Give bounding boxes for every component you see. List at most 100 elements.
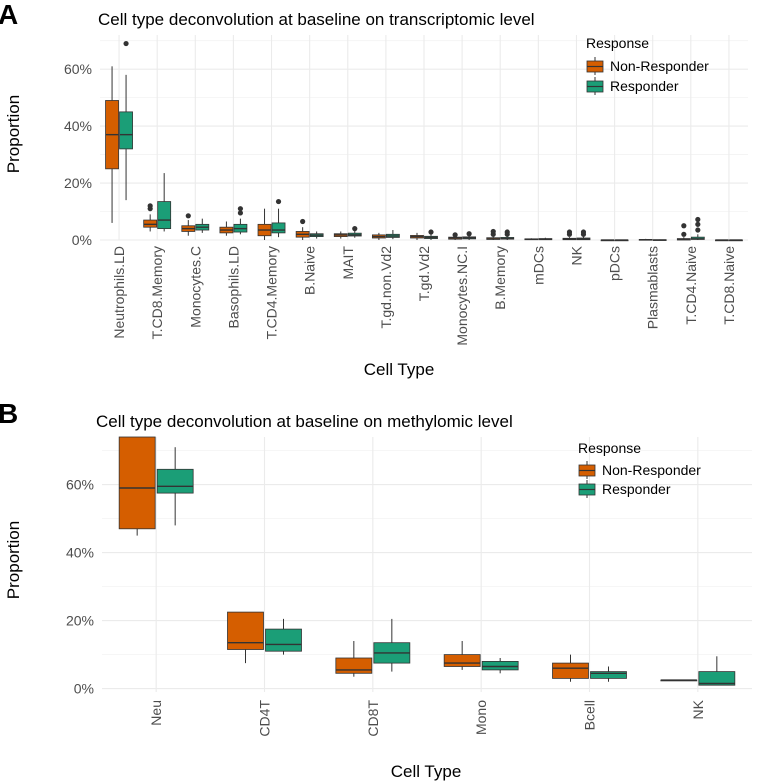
box-iqr — [227, 611, 264, 650]
y-tick-label: 60% — [64, 61, 92, 77]
box-non-responder-t-cd8-memory — [143, 203, 158, 232]
x-tick-label-t-gd-vd2: T.gd.Vd2 — [416, 246, 432, 301]
y-tick-label: 0% — [72, 232, 92, 248]
legend-entry-responder: Responder — [586, 77, 679, 95]
box-responder-nk — [576, 229, 591, 241]
outlier-point — [504, 229, 510, 235]
box-iqr — [335, 657, 373, 674]
box-responder-basophils-ld — [233, 206, 248, 235]
box-iqr — [552, 662, 589, 679]
x-tick-label-nk: NK — [690, 699, 706, 719]
outlier-point — [428, 229, 434, 235]
outlier-point — [123, 40, 129, 47]
box-responder-b-naive — [309, 231, 324, 239]
panel-b-y-tick-labels: 0% 20% 40% 60% — [66, 477, 94, 697]
box-responder-b-memory — [500, 229, 515, 240]
x-tick-label-t-gd-non-vd2: T.gd.non.Vd2 — [378, 246, 394, 329]
box-non-responder-mait — [333, 231, 348, 239]
box-iqr — [443, 654, 481, 667]
x-tick-label-t-cd4-naive: T.CD4.Naive — [683, 246, 699, 325]
panel-a-title: Cell type deconvolution at baseline on t… — [98, 10, 535, 29]
box-non-responder-neu — [118, 436, 156, 536]
box-non-responder-mono — [443, 641, 481, 670]
x-tick-label-bcell: Bcell — [582, 700, 598, 730]
box-responder-mait — [347, 226, 362, 238]
x-tick-label-b-memory: B.Memory — [492, 246, 508, 310]
box-responder-t-cd4-naive — [690, 216, 705, 240]
outlier-point — [695, 227, 701, 233]
box-non-responder-cd4t — [227, 611, 264, 664]
box-iqr — [143, 219, 158, 228]
x-tick-label-b-naive: B.Naive — [302, 246, 318, 295]
panel-a-grid — [100, 35, 748, 241]
x-tick-label-t-cd8-memory: T.CD8.Memory — [149, 246, 165, 339]
box-responder-plasmablasts — [652, 239, 667, 241]
y-tick-label: 20% — [64, 175, 92, 191]
y-tick-label: 60% — [66, 477, 94, 493]
box-non-responder-nk — [660, 679, 698, 682]
box-non-responder-t-cd8-naive — [715, 239, 729, 242]
x-tick-label-plasmablasts: Plasmablasts — [645, 246, 661, 329]
box-iqr — [156, 468, 194, 494]
outlier-point — [237, 206, 244, 212]
box-iqr — [118, 436, 156, 530]
panel-a: A Cell type deconvolution at baseline on… — [0, 0, 748, 379]
legend-entry-non-responder: Non-Responder — [578, 461, 701, 479]
y-tick-label: 20% — [66, 613, 94, 629]
panel-a-x-axis-title: Cell Type — [364, 360, 435, 379]
box-responder-mdcs — [538, 237, 553, 241]
panel-a-x-tick-labels: Neutrophils.LD T.CD8.Memory Monocytes.C Bas… — [111, 245, 737, 345]
outlier-point — [695, 216, 701, 223]
box-iqr — [119, 111, 133, 150]
outlier-point — [300, 218, 306, 225]
panel-b-x-tick-labels: Neu CD4T CD8T Mono Bcell NK — [148, 699, 706, 736]
outlier-point — [490, 228, 496, 235]
outlier-point — [566, 229, 573, 235]
x-tick-label-mait: MAIT — [340, 246, 356, 280]
outlier-point — [352, 226, 358, 232]
box-non-responder-mdcs — [524, 238, 539, 241]
box-responder-t-cd4-memory — [271, 198, 286, 238]
x-tick-label-cd4t: CD4T — [257, 700, 273, 737]
legend-label: Non-Responder — [610, 58, 709, 74]
box-non-responder-t-cd4-memory — [257, 208, 272, 240]
outlier-point — [452, 232, 458, 238]
panel-b-grid — [102, 437, 752, 692]
box-responder-monocytes-nc-i — [462, 231, 477, 240]
panel-b: B Cell type deconvolution at baseline on… — [0, 398, 752, 781]
outlier-point — [580, 229, 587, 235]
box-responder-t-gd-non-vd2 — [385, 230, 400, 240]
x-tick-label-monocytes-c: Monocytes.C — [187, 246, 203, 328]
panel-b-legend: Response Non-Responder Responder — [578, 440, 701, 498]
box-non-responder-pdcs — [600, 239, 615, 242]
box-non-responder-t-gd-vd2 — [410, 232, 424, 240]
x-tick-label-t-cd8-naive: T.CD8.Naive — [721, 246, 737, 325]
box-non-responder-basophils-ld — [219, 221, 234, 236]
legend-label: Responder — [610, 78, 679, 94]
outlier-point — [185, 213, 191, 219]
box-non-responder-b-naive — [295, 218, 310, 240]
box-responder-cd4t — [265, 618, 302, 655]
box-responder-pdcs — [614, 239, 629, 242]
box-responder-bcell — [590, 666, 627, 682]
legend-label: Non-Responder — [602, 462, 701, 478]
x-tick-label-t-cd4-memory: T.CD4.Memory — [264, 246, 280, 339]
x-tick-label-neu: Neu — [148, 700, 164, 726]
panel-a-marks — [105, 40, 743, 242]
box-non-responder-b-memory — [486, 228, 501, 240]
outlier-point — [237, 210, 244, 216]
x-tick-label-neutrophils-ld: Neutrophils.LD — [111, 246, 127, 339]
box-iqr — [590, 671, 627, 679]
x-tick-label-cd8t: CD8T — [365, 700, 381, 737]
box-iqr — [271, 222, 286, 234]
outlier-point — [681, 231, 687, 237]
box-responder-mono — [481, 658, 519, 674]
outlier-point — [466, 231, 472, 237]
panel-b-y-axis-title: Proportion — [4, 521, 23, 599]
panel-b-legend-title: Response — [578, 440, 641, 456]
panel-b-x-axis-title: Cell Type — [391, 762, 462, 781]
box-responder-t-cd8-memory — [157, 173, 172, 232]
box-responder-monocytes-c — [195, 218, 210, 233]
box-non-responder-nk — [562, 229, 577, 241]
